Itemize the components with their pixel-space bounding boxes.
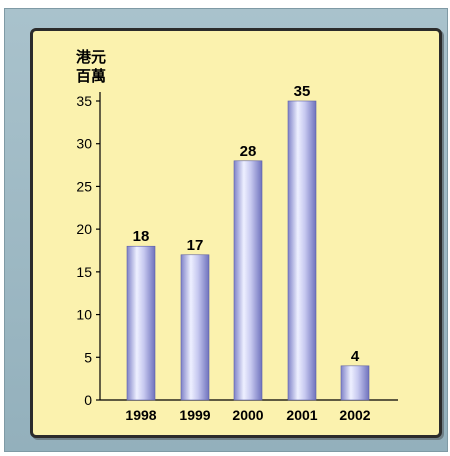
y-tick-label: 35 bbox=[76, 93, 92, 109]
y-tick-label: 0 bbox=[84, 392, 92, 408]
y-tick-label: 15 bbox=[76, 264, 92, 280]
y-tick-label: 20 bbox=[76, 221, 92, 237]
x-tick-label-2002: 2002 bbox=[339, 407, 370, 423]
y-unit-label-line2: 百萬 bbox=[76, 67, 106, 85]
value-label-2000: 28 bbox=[240, 143, 257, 160]
x-tick-label-1999: 1999 bbox=[179, 407, 210, 423]
y-tick-label: 5 bbox=[84, 349, 92, 365]
bar-1999 bbox=[180, 254, 210, 401]
value-label-2001: 35 bbox=[294, 83, 311, 100]
bar-2001 bbox=[287, 100, 317, 401]
y-unit-label-line1: 港元 bbox=[76, 48, 106, 66]
bar-1998 bbox=[126, 245, 156, 401]
x-tick-label-1998: 1998 bbox=[125, 407, 156, 423]
x-tick-label-2000: 2000 bbox=[232, 407, 263, 423]
bar-2002 bbox=[340, 365, 370, 401]
y-tick-label: 25 bbox=[76, 178, 92, 194]
y-tick-label: 30 bbox=[76, 136, 92, 152]
value-label-1998: 18 bbox=[133, 228, 150, 245]
value-label-2002: 4 bbox=[351, 348, 360, 365]
value-label-1999: 17 bbox=[187, 237, 204, 254]
y-tick-label: 10 bbox=[76, 307, 92, 323]
bar-2000 bbox=[233, 160, 263, 401]
x-tick-label-2001: 2001 bbox=[286, 407, 317, 423]
